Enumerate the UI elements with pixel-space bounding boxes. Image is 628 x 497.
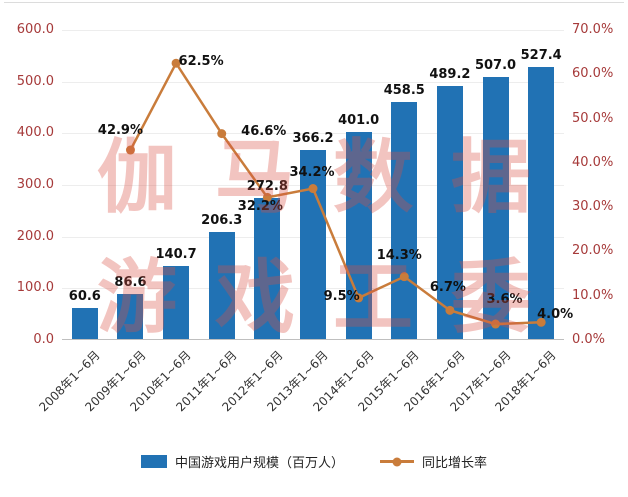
left-axis-tick: 200.0	[16, 228, 54, 244]
line-point	[217, 129, 227, 139]
line-point	[354, 293, 364, 303]
line-point	[491, 319, 501, 329]
right-axis-tick: 60.0%	[572, 66, 614, 82]
right-axis-tick: 40.0%	[572, 154, 614, 170]
gridline	[62, 81, 564, 83]
gridline	[62, 133, 564, 135]
left-axis-tick: 0.0	[33, 332, 54, 347]
bar-2011年1~6月	[208, 232, 235, 339]
legend: 中国游戏用户规模（百万人） 同比增长率	[0, 452, 628, 471]
right-axis-tick: 70.0%	[572, 22, 614, 37]
bar-value-label: 401.0	[338, 112, 380, 128]
plot-area: 60.6 86.6 140.7 206.3 272.8 366.2 401.0 458.5 48…	[62, 30, 573, 340]
line-value-label: 34.2%	[289, 164, 335, 180]
bar-value-label: 458.5	[383, 83, 425, 99]
bar-2014年1~6月	[345, 131, 372, 339]
right-axis-tick: 10.0%	[572, 287, 614, 303]
bar-value-label: 507.0	[474, 58, 517, 74]
line-value-label: 4.0%	[537, 307, 574, 323]
bar-value-label: 527.4	[520, 47, 562, 63]
line-value-label: 62.5%	[178, 54, 224, 70]
left-axis-tick: 600.0	[16, 22, 54, 37]
right-axis-tick: 20.0%	[572, 243, 614, 259]
growth-line	[129, 60, 542, 326]
line-series-label: 同比增长率	[422, 456, 488, 471]
right-axis-tick: 0.0%	[572, 332, 606, 347]
line-value-label: 14.3%	[376, 247, 422, 263]
bar-2009年1~6月	[117, 294, 144, 339]
bar-series-label: 中国游戏用户规模（百万人）	[174, 456, 344, 471]
line-point	[125, 145, 135, 155]
bar-2012年1~6月	[254, 198, 281, 339]
line-point	[262, 192, 272, 202]
line-value-label: 3.6%	[486, 292, 523, 308]
bar-value-label: 60.6	[68, 288, 101, 304]
bar-value-label: 366.2	[292, 130, 334, 146]
bar-2013年1~6月	[300, 149, 326, 339]
gridline	[62, 30, 564, 31]
left-axis-tick: 100.0	[16, 280, 54, 296]
bar-value-label: 489.2	[429, 67, 471, 83]
line-point	[536, 317, 546, 327]
bar-2010年1~6月	[163, 266, 190, 339]
right-axis-tick: 30.0%	[572, 199, 614, 215]
left-axis-tick: 300.0	[16, 177, 54, 192]
line-series-swatch	[380, 457, 414, 466]
top-border	[4, 2, 624, 3]
line-value-label: 42.9%	[97, 123, 144, 138]
line-value-label: 46.6%	[241, 123, 287, 139]
line-series-dot	[392, 457, 402, 466]
line-value-label: 6.7%	[429, 280, 466, 296]
line-point	[445, 305, 455, 315]
growth-line-layer	[125, 58, 546, 329]
bar-2018年1~6月	[528, 66, 555, 339]
legend-item-users: 中国游戏用户规模（百万人）	[140, 452, 344, 471]
line-point	[399, 272, 409, 282]
line-point	[171, 58, 181, 68]
bar-value-label: 86.6	[114, 275, 147, 291]
right-axis-tick: 50.0%	[572, 110, 614, 126]
left-axis-tick: 500.0	[16, 73, 54, 89]
legend-item-growth: 同比增长率	[380, 452, 487, 471]
bar-value-label: 206.3	[201, 213, 243, 229]
bar-2017年1~6月	[482, 77, 509, 339]
left-axis-tick: 400.0	[16, 125, 54, 141]
bar-2015年1~6月	[391, 102, 418, 339]
line-value-label: 9.5%	[323, 288, 360, 304]
bar-value-label: 140.7	[155, 247, 197, 263]
line-value-label: 32.2%	[237, 199, 283, 215]
line-point	[308, 184, 318, 194]
bar-series-swatch	[140, 455, 167, 468]
bar-value-label: 272.8	[246, 179, 288, 195]
bar-2008年1~6月	[71, 307, 98, 339]
bar-2016年1~6月	[436, 86, 463, 339]
